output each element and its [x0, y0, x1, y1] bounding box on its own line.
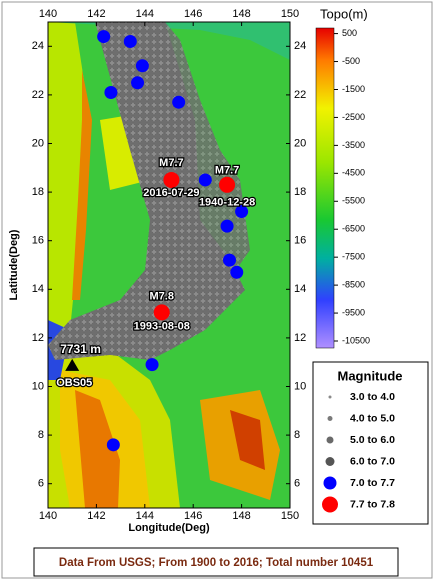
legend-title: Magnitude: [338, 368, 403, 383]
legend-label: 3.0 to 4.0: [350, 391, 395, 403]
legend-marker: [327, 416, 333, 421]
event-m7: [172, 95, 186, 109]
plot-border: [47, 21, 291, 509]
x-tick-label: 148: [232, 510, 250, 522]
y-tick-label-right: 18: [294, 186, 306, 198]
event-m7: [220, 219, 234, 233]
colorbar-title: Topo(m): [320, 6, 368, 21]
x-axis-label: Longitude(Deg): [128, 522, 210, 534]
event-label: M7.7: [215, 165, 239, 177]
event-m7: [123, 34, 137, 48]
event-m7: [223, 253, 236, 267]
colorbar-tick-label: -6500: [342, 224, 365, 234]
event-date: 2016-07-29: [143, 187, 199, 199]
legend-label: 4.0 to 5.0: [350, 412, 395, 424]
event-m77: [219, 176, 236, 193]
y-tick-label-right: 14: [294, 283, 306, 295]
colorbar-tick-label: -10500: [342, 335, 370, 345]
colorbar-tick-label: -2500: [342, 112, 365, 122]
footer-box: [33, 547, 399, 577]
x-tick-label: 142: [87, 510, 105, 522]
colorbar-tick-label: -9500: [342, 307, 365, 317]
y-tick-label-right: 24: [294, 40, 306, 52]
legend-label: 6.0 to 7.0: [350, 455, 395, 467]
x-tick-label-top: 150: [281, 8, 299, 20]
x-tick-label-top: 142: [87, 8, 105, 20]
legend-marker: [328, 395, 332, 399]
y-tick-label: 24: [32, 40, 44, 52]
y-tick-label: 16: [32, 235, 44, 247]
y-tick-label: 20: [32, 137, 44, 149]
event-m7: [104, 85, 118, 99]
colorbar-scale: [315, 27, 335, 349]
legend-marker: [325, 457, 335, 466]
y-tick-label-right: 8: [294, 429, 300, 441]
colorbar-tick-label: -1500: [342, 84, 365, 94]
event-label: M7.7: [159, 157, 183, 169]
event-date: 1993-08-08: [134, 320, 190, 332]
event-m7: [145, 358, 159, 372]
colorbar-tick-label: -3500: [342, 140, 365, 150]
station-depth: 7731 m: [60, 342, 101, 356]
y-tick-label-right: 16: [294, 235, 306, 247]
legend-label: 5.0 to 6.0: [350, 434, 395, 446]
x-tick-label: 146: [184, 510, 202, 522]
topography: [48, 22, 290, 508]
colorbar-tick-label: -500: [342, 56, 360, 66]
colorbar-tick-label: -4500: [342, 168, 365, 178]
y-tick-label-right: 10: [294, 380, 306, 392]
y-tick-label: 8: [38, 429, 44, 441]
legend-marker: [326, 436, 334, 444]
station-marker: [65, 358, 80, 371]
colorbar-tick-label: -7500: [342, 252, 365, 262]
x-tick-label-top: 140: [39, 8, 57, 20]
y-tick-label-right: 20: [294, 137, 306, 149]
event-date: 1940-12-28: [199, 197, 255, 209]
event-m7: [106, 438, 120, 452]
event-m7: [131, 76, 145, 90]
y-tick-label: 22: [32, 89, 44, 101]
y-tick-label: 12: [32, 332, 44, 344]
x-tick-label-top: 148: [232, 8, 250, 20]
y-tick-label: 6: [38, 478, 44, 490]
y-tick-label-right: 22: [294, 89, 306, 101]
y-tick-label: 14: [32, 283, 44, 295]
event-label: M7.8: [150, 290, 174, 302]
y-tick-label-right: 12: [294, 332, 306, 344]
colorbar: Topo(m): [315, 6, 368, 349]
event-m7: [135, 59, 149, 73]
x-tick-label-top: 144: [136, 8, 154, 20]
colorbar-tick-label: -8500: [342, 279, 365, 289]
x-tick-label: 144: [136, 510, 154, 522]
x-tick-label-top: 146: [184, 8, 202, 20]
legend-box: [312, 361, 429, 525]
legend-marker: [323, 476, 337, 490]
legend-label: 7.7 to 7.8: [350, 498, 395, 510]
legend-marker: [322, 496, 338, 513]
colorbar-tick-label: -5500: [342, 196, 365, 206]
x-tick-label: 150: [281, 510, 299, 522]
event-m7: [230, 265, 244, 279]
event-m77: [163, 171, 180, 188]
event-m7: [198, 173, 212, 187]
y-tick-label: 18: [32, 186, 44, 198]
event-m7: [97, 30, 111, 44]
y-axis-label: Latitude(Deg): [8, 229, 20, 300]
event-m77: [153, 304, 170, 321]
station-name: OBS05: [56, 377, 92, 389]
x-tick-label: 140: [39, 510, 57, 522]
legend-label: 7.0 to 7.7: [350, 477, 395, 489]
y-tick-label: 10: [32, 380, 44, 392]
colorbar-tick-label: 500: [342, 28, 357, 38]
event-m7: [235, 205, 249, 219]
y-tick-label-right: 6: [294, 478, 300, 490]
footer: Data From USGS; From 1900 to 2016; Total…: [59, 557, 374, 569]
